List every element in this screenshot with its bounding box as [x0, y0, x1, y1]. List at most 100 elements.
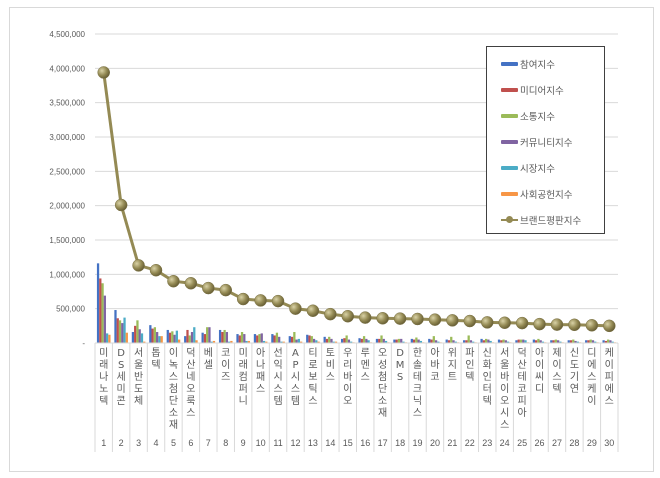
x-category-label: 오 [378, 348, 387, 359]
bar [467, 335, 470, 343]
x-category-label: 지 [448, 359, 457, 371]
x-category-label: 피 [518, 395, 527, 407]
bar [265, 341, 268, 343]
x-rank-label: 7 [206, 438, 211, 448]
x-category-label: 비 [326, 359, 335, 371]
legend-label: 참여지수 [520, 60, 555, 71]
bar [532, 339, 536, 343]
line-marker [533, 317, 546, 331]
bar [325, 338, 329, 343]
x-rank-label: 25 [517, 438, 527, 448]
bar [280, 341, 283, 343]
x-category-label: 스 [291, 383, 300, 395]
x-rank-label: 22 [465, 438, 475, 448]
line-marker [446, 314, 459, 327]
bar [171, 331, 174, 343]
x-category-label: 리 [343, 359, 352, 371]
bar [447, 340, 451, 343]
bar [384, 340, 388, 343]
bar [484, 338, 488, 343]
x-category-label: 파 [465, 347, 474, 359]
legend-swatch-icon [501, 140, 518, 144]
bar [118, 320, 122, 343]
x-category-label: 스 [256, 383, 265, 395]
bar [500, 340, 503, 343]
bar [103, 295, 106, 343]
x-category-label: 스 [500, 419, 509, 431]
x-category-label: 네 [186, 371, 195, 383]
bar [552, 340, 555, 343]
x-category-label: 오 [500, 396, 509, 407]
x-category-label: 씨 [535, 371, 544, 383]
x-category-label: 디 [535, 383, 544, 395]
bar [367, 340, 370, 343]
line-marker [149, 263, 163, 277]
x-category-label: 이 [587, 395, 596, 407]
bar [332, 341, 335, 343]
line-marker [184, 277, 198, 290]
x-rank-label: 1 [101, 438, 106, 448]
x-category-label: 미 [239, 347, 248, 359]
bar [472, 341, 475, 343]
bar [465, 340, 468, 343]
y-tick-label: 2,500,000 [49, 167, 85, 176]
bar [282, 341, 285, 343]
legend-label: 소통지수 [520, 112, 555, 123]
y-tick-label: - [82, 339, 85, 348]
y-tick-label: 2,000,000 [49, 202, 85, 211]
x-category-label: 단 [378, 383, 387, 395]
bar [480, 338, 483, 343]
bar [347, 339, 351, 343]
bar [539, 340, 542, 343]
bar [445, 339, 448, 343]
bar [497, 339, 501, 343]
legend-label: 미디어지수 [520, 86, 564, 97]
line-marker [515, 316, 529, 330]
bar [253, 334, 257, 343]
bar [184, 336, 187, 343]
line-marker [254, 294, 267, 307]
x-category-label: 익 [273, 359, 282, 371]
x-category-label: 소 [169, 407, 178, 419]
bar [360, 338, 363, 343]
bar [412, 339, 416, 343]
x-rank-label: 28 [569, 438, 579, 448]
bar [210, 341, 213, 343]
line-marker [202, 281, 215, 295]
bar [275, 332, 279, 343]
x-rank-label: 29 [587, 438, 597, 448]
x-category-label: 노 [99, 383, 108, 395]
bar [206, 327, 209, 343]
bar [140, 333, 144, 343]
x-category-label: 오 [343, 396, 352, 407]
x-category-label: 트 [448, 372, 457, 383]
bar [382, 338, 385, 343]
bar [400, 338, 403, 343]
x-rank-label: 3 [136, 438, 141, 448]
x-rank-label: 6 [188, 438, 193, 448]
bar [243, 334, 246, 343]
bar [350, 341, 353, 343]
x-category-label: 도 [134, 384, 143, 395]
bar [572, 339, 575, 343]
y-tick-label: 4,000,000 [49, 64, 85, 73]
bar [288, 336, 291, 343]
line-marker [271, 294, 285, 308]
x-rank-label: 2 [119, 438, 124, 448]
bar [168, 332, 172, 343]
x-category-label: 연 [570, 383, 579, 395]
x-category-label: 시 [273, 371, 282, 383]
x-category-label: 텍 [151, 359, 160, 371]
x-category-label: 스 [273, 383, 282, 395]
bar [452, 340, 455, 343]
bar [489, 340, 492, 343]
x-rank-label: 11 [273, 438, 282, 448]
bar [343, 338, 346, 343]
bar [541, 341, 545, 343]
x-category-label: 산 [518, 359, 527, 371]
bar [245, 340, 248, 343]
legend-label: 시장지수 [520, 164, 555, 175]
bar [328, 336, 331, 343]
bar [297, 338, 301, 343]
legend-swatch-icon [501, 166, 518, 170]
